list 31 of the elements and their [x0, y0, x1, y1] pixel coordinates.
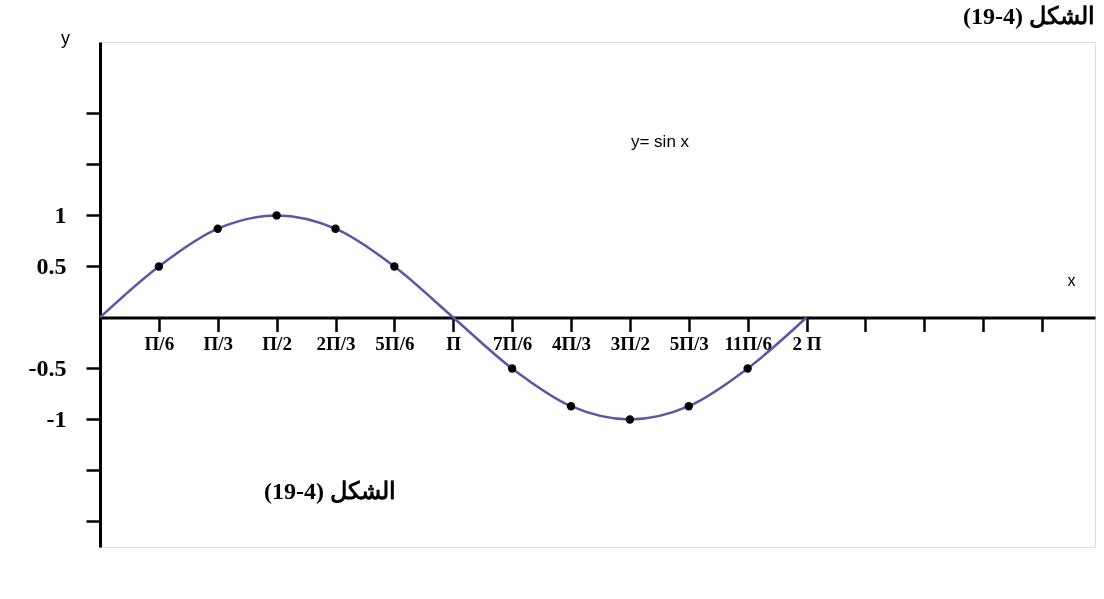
x-tick-label: 2 Π: [792, 332, 822, 354]
point: [213, 224, 222, 233]
point: [272, 211, 281, 220]
y-axis-title: y: [61, 27, 70, 48]
x-tick-label: Π/2: [262, 332, 292, 354]
y-tick-label: -1: [46, 405, 67, 432]
point: [154, 262, 164, 271]
x-tick-label: 5Π/3: [669, 332, 709, 354]
point: [566, 402, 576, 411]
x-tick-label: 7Π/6: [493, 332, 533, 354]
x-axis-title: x: [1067, 271, 1076, 289]
x-tick-label: 11Π/6: [724, 332, 772, 354]
point: [331, 224, 340, 233]
x-tick-label: 3Π/2: [610, 332, 650, 354]
chart-title: الشكل (4-19): [963, 3, 1095, 29]
x-tick-label: Π/6: [144, 332, 175, 354]
x-tick-label: Π/3: [203, 332, 234, 354]
y-tick-label: -0.5: [28, 354, 67, 381]
x-tick-label: 4Π/3: [551, 332, 592, 354]
point: [507, 364, 517, 373]
x-tick-label: Π: [446, 332, 462, 354]
x-tick-label: 5Π/6: [375, 332, 415, 354]
y-tick-label: 0.5: [36, 252, 67, 279]
annotation: الشكل (4-19): [264, 478, 396, 504]
point: [390, 262, 399, 271]
y-tick-label: 1: [54, 201, 67, 228]
point: [743, 364, 752, 373]
point: [684, 402, 693, 411]
annotation: y= sin x: [630, 132, 690, 151]
point: [625, 415, 635, 424]
x-tick-label: 2Π/3: [316, 332, 356, 354]
